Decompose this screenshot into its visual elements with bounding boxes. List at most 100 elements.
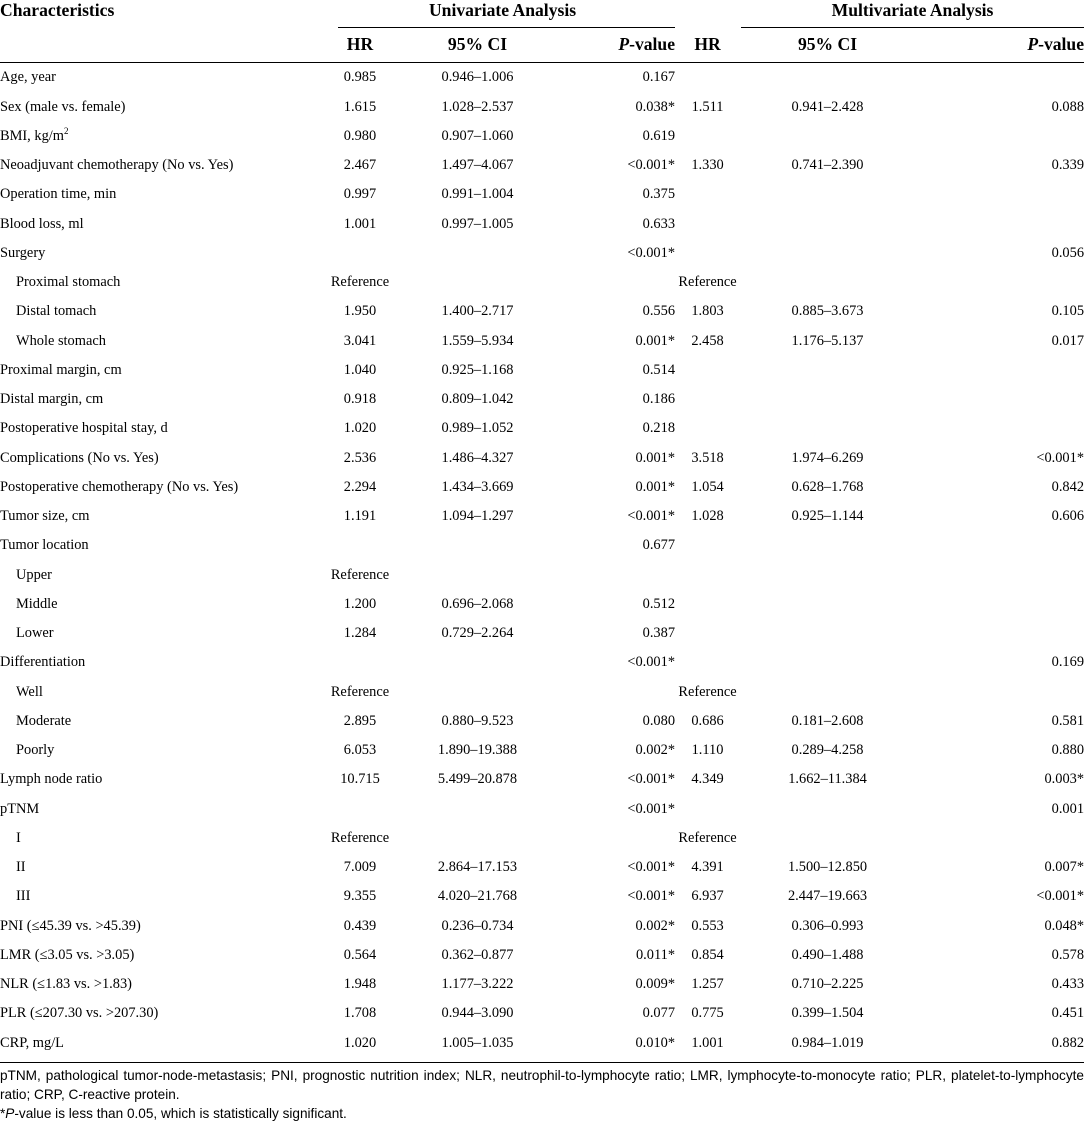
multi-p-cell: [915, 122, 1084, 151]
row-label: Surgery: [0, 244, 46, 261]
uni-hr-cell: 0.997: [343, 186, 377, 203]
multi-p-cell: 0.433: [1051, 976, 1084, 993]
multi-hr-cell: 4.349: [691, 771, 724, 788]
uni-hr-cell: 0.439: [343, 917, 377, 934]
row-label: Lower: [16, 625, 54, 642]
multi-hr-cell: [675, 385, 740, 414]
uni-hr-cell: 2.895: [343, 712, 377, 729]
table-row: BMI, kg/m2 0.980 0.907–1.060 0.619: [0, 122, 1084, 151]
table-row: Operation time, min 0.997 0.991–1.004 0.375: [0, 180, 1084, 209]
uni-hr-cell: 1.191: [343, 508, 377, 525]
multi-ci-cell: [740, 209, 915, 238]
row-label: Blood loss, ml: [0, 215, 84, 232]
multi-p-cell: 0.105: [1051, 303, 1084, 320]
row-label: PNI (≤45.39 vs. >45.39): [0, 917, 141, 934]
row-label: Poorly: [16, 742, 55, 759]
table-row: Proximal margin, cm 1.040 0.925–1.168 0.514: [0, 356, 1084, 385]
uni-hr-cell: 6.053: [343, 742, 377, 759]
multi-hr-cell: 1.054: [691, 478, 724, 495]
row-label: Lymph node ratio: [0, 771, 103, 788]
uni-ci-cell: 1.890–19.388: [437, 742, 518, 759]
uni-hr-cell: 1.950: [343, 303, 377, 320]
uni-hr-cell: 0.918: [343, 391, 377, 408]
uni-hr-cell: 1.040: [343, 361, 377, 378]
multi-ci-cell: 1.176–5.137: [791, 332, 864, 349]
row-label: II: [16, 859, 26, 876]
uni-p-cell: 0.375: [642, 186, 676, 203]
multi-p-cell: 0.048*: [1044, 917, 1084, 934]
multi-p-cell: 0.606: [1051, 508, 1084, 525]
row-label: Tumor size, cm: [0, 508, 90, 525]
table-row: Proximal stomach Reference Reference: [0, 268, 1084, 297]
uni-hr-cell: 9.355: [343, 888, 377, 905]
uni-ci-cell: 1.497–4.067: [441, 157, 514, 174]
uni-hr-cell: 1.001: [343, 215, 377, 232]
multi-hr-header: HR: [675, 28, 741, 63]
multi-hr-cell: [675, 414, 740, 443]
row-label: Differentiation: [0, 654, 86, 671]
table-row: I Reference Reference: [0, 824, 1084, 853]
uni-hr-cell: Reference: [330, 829, 390, 846]
uni-p-cell: 0.011*: [635, 946, 676, 963]
uni-ci-cell: 0.907–1.060: [441, 127, 514, 144]
multi-hr-cell: 1.511: [691, 98, 724, 115]
multi-ci-cell: 0.289–4.258: [791, 742, 864, 759]
multi-hr-cell: [675, 239, 740, 268]
multi-p-cell: 0.001: [1051, 800, 1084, 817]
table-row: Tumor size, cm 1.191 1.094–1.297 <0.001* 1.0…: [0, 502, 1084, 531]
multi-p-cell: [915, 677, 1084, 706]
uni-hr-cell: 1.948: [343, 976, 377, 993]
uni-ci-cell: [390, 560, 565, 589]
multi-ci-cell: [740, 590, 915, 619]
uni-p-cell: 0.167: [642, 69, 676, 86]
multi-ci-cell: 1.662–11.384: [788, 771, 867, 788]
row-label: Well: [16, 683, 43, 700]
multi-p-cell: 0.056: [1051, 244, 1084, 261]
multi-ci-cell: 0.741–2.390: [791, 157, 864, 174]
uni-p-cell: 0.002*: [635, 917, 676, 934]
table-row: CRP, mg/L 1.020 1.005–1.035 0.010* 1.001 0.98…: [0, 1028, 1084, 1057]
multi-p-cell: [915, 824, 1084, 853]
uni-ci-cell: 1.094–1.297: [441, 508, 514, 525]
multi-ci-cell: 0.925–1.144: [791, 508, 864, 525]
multi-p-cell: [915, 590, 1084, 619]
uni-hr-cell: Reference: [330, 683, 390, 700]
multi-ci-cell: 0.885–3.673: [791, 303, 864, 320]
table-row: Well Reference Reference: [0, 677, 1084, 706]
table-row: Whole stomach 3.041 1.559–5.934 0.001* 2.458…: [0, 326, 1084, 355]
uni-hr-cell: 1.615: [343, 98, 377, 115]
row-label: Complications (No vs. Yes): [0, 449, 159, 466]
uni-ci-cell: [390, 824, 565, 853]
row-label: BMI, kg/m2: [0, 126, 69, 144]
multi-p-cell: <0.001*: [1036, 449, 1084, 466]
multi-hr-cell: [675, 122, 740, 151]
uni-p-cell: 0.186: [642, 391, 676, 408]
multi-ci-cell: 1.500–12.850: [787, 859, 868, 876]
multi-hr-cell: [675, 209, 740, 238]
multi-ci-cell: [740, 180, 915, 209]
multi-ci-cell: [740, 385, 915, 414]
multi-hr-cell: Reference: [678, 274, 737, 291]
multi-ci-cell: [740, 268, 915, 297]
table-footnotes: pTNM, pathological tumor-node-metastasis…: [0, 1062, 1084, 1123]
multi-ci-cell: [740, 677, 915, 706]
uni-p-cell: [565, 824, 675, 853]
multi-ci-cell: [740, 560, 915, 589]
significance-note: *P-value is less than 0.05, which is sta…: [0, 1106, 347, 1121]
uni-p-cell: <0.001*: [627, 859, 676, 876]
uni-hr-cell: 2.536: [343, 449, 377, 466]
uni-hr-cell: 1.020: [343, 420, 377, 437]
multi-ci-cell: 0.941–2.428: [791, 98, 864, 115]
multi-p-cell: [915, 356, 1084, 385]
table-row: Blood loss, ml 1.001 0.997–1.005 0.633: [0, 209, 1084, 238]
multi-p-cell: 0.880: [1051, 742, 1084, 759]
multi-p-cell: [915, 268, 1084, 297]
uni-ci-cell: 0.880–9.523: [441, 712, 514, 729]
uni-p-cell: 0.633: [642, 215, 676, 232]
table-row: Complications (No vs. Yes) 2.536 1.486–4.3…: [0, 443, 1084, 472]
uni-p-cell: <0.001*: [627, 244, 676, 261]
multi-ci-cell: [740, 122, 915, 151]
multi-p-cell: [915, 63, 1084, 93]
table-row: Sex (male vs. female) 1.615 1.028–2.537 0.0…: [0, 92, 1084, 121]
multi-hr-cell: 3.518: [691, 449, 724, 466]
